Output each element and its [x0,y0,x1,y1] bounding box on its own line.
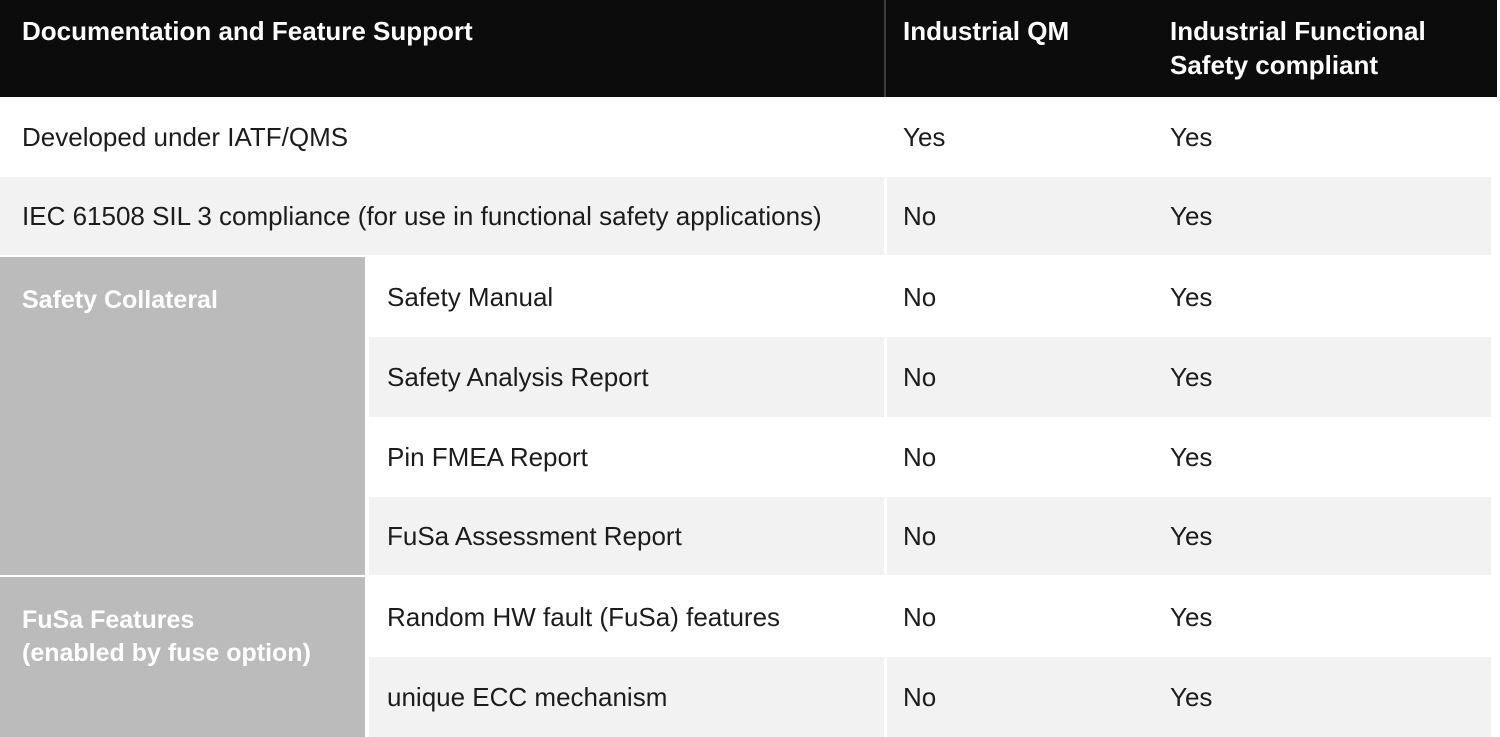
group-rows: Safety Manual No Yes Safety Analysis Rep… [369,257,1500,575]
industrial-fusa-value: Yes [1170,681,1213,712]
industrial-fusa-value: Yes [1170,281,1213,312]
section-divider [0,255,1500,257]
table-row: FuSa Assessment Report No Yes [369,497,1500,575]
industrial-qm-value: No [884,577,1151,657]
table-row: Pin FMEA Report No Yes [369,417,1500,497]
industrial-fusa-value: Yes [1170,200,1213,231]
feature-cell: FuSa Assessment Report [387,520,682,551]
group-rows: Random HW fault (FuSa) features No Yes u… [369,577,1500,737]
table-row: IEC 61508 SIL 3 compliance (for use in f… [0,177,1500,255]
industrial-fusa-value: Yes [1170,441,1213,472]
header-industrial-qm-column: Industrial QM [884,0,1151,97]
table-row: Developed under IATF/QMS Yes Yes [0,97,1500,177]
group-label: FuSa Features (enabled by fuse option) [0,577,369,737]
feature-cell: Random HW fault (FuSa) features [387,601,781,632]
header-industrial-fusa-column: Industrial Functional Safety compliant [1170,16,1426,80]
industrial-fusa-value: Yes [1170,601,1213,632]
industrial-qm-value: No [884,417,1151,497]
feature-cell: Developed under IATF/QMS [22,121,349,152]
industrial-qm-value: No [884,657,1151,737]
industrial-qm-value: No [884,257,1151,337]
industrial-qm-value: No [884,337,1151,417]
feature-cell: Safety Analysis Report [387,361,649,392]
group-section-safety-collateral: Safety Collateral Safety Manual No Yes S… [0,257,1500,575]
group-section-fusa-features: FuSa Features (enabled by fuse option) R… [0,577,1500,737]
group-label: Safety Collateral [0,257,369,575]
table-row: Safety Analysis Report No Yes [369,337,1500,417]
industrial-qm-value: Yes [884,97,1151,177]
section-divider [0,575,1500,577]
header-feature-column: Documentation and Feature Support [22,16,473,46]
industrial-qm-value: No [884,177,1151,255]
feature-cell: Pin FMEA Report [387,441,588,472]
feature-cell: unique ECC mechanism [387,681,668,712]
table-row: Safety Manual No Yes [369,257,1500,337]
industrial-qm-value: No [884,497,1151,575]
table-row: unique ECC mechanism No Yes [369,657,1500,737]
industrial-fusa-value: Yes [1170,121,1213,152]
feature-cell: IEC 61508 SIL 3 compliance (for use in f… [22,200,822,231]
industrial-fusa-value: Yes [1170,361,1213,392]
table-header-row: Documentation and Feature Support Indust… [0,0,1500,97]
feature-cell: Safety Manual [387,281,554,312]
industrial-fusa-value: Yes [1170,520,1213,551]
table-row: Random HW fault (FuSa) features No Yes [369,577,1500,657]
